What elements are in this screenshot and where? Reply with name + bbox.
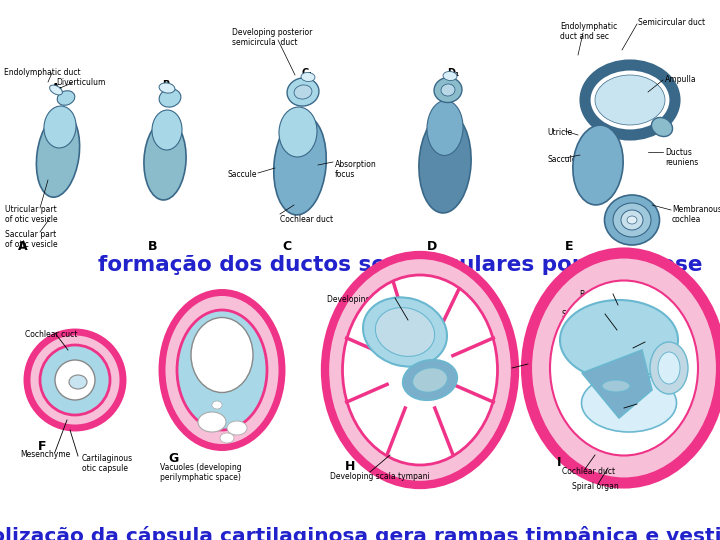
Ellipse shape <box>605 195 660 245</box>
Text: Developing scala tympani: Developing scala tympani <box>330 472 430 481</box>
Ellipse shape <box>658 352 680 384</box>
Ellipse shape <box>198 412 226 432</box>
Ellipse shape <box>177 310 267 430</box>
Text: D: D <box>427 240 437 253</box>
Text: C: C <box>282 240 291 253</box>
Circle shape <box>55 360 95 400</box>
Text: Cartilaginous
otic capsule: Cartilaginous otic capsule <box>82 454 133 474</box>
Text: A₁: A₁ <box>52 83 64 93</box>
Text: Scala
vestibuli: Scala vestibuli <box>648 338 680 357</box>
Text: Vacuoles (developing
perilymphatic space): Vacuoles (developing perilymphatic space… <box>160 463 242 482</box>
Ellipse shape <box>162 293 282 448</box>
Ellipse shape <box>343 275 498 465</box>
Polygon shape <box>582 350 652 418</box>
Ellipse shape <box>152 110 182 150</box>
Text: Semicircular duct: Semicircular duct <box>638 18 705 27</box>
Ellipse shape <box>37 113 80 197</box>
Ellipse shape <box>57 91 75 105</box>
Ellipse shape <box>650 342 688 394</box>
Circle shape <box>40 345 110 415</box>
Text: B₁: B₁ <box>162 80 174 90</box>
Text: Mesenchyme: Mesenchyme <box>20 450 71 459</box>
Ellipse shape <box>363 298 447 367</box>
Ellipse shape <box>613 203 651 237</box>
Ellipse shape <box>227 421 247 435</box>
Ellipse shape <box>287 78 319 106</box>
Text: Utricular part
of otic vesicle: Utricular part of otic vesicle <box>5 205 58 225</box>
Ellipse shape <box>443 71 457 80</box>
Text: Endolymphatic
duct and sec: Endolymphatic duct and sec <box>560 22 617 42</box>
Text: Absorption
focus: Absorption focus <box>335 160 377 179</box>
Ellipse shape <box>159 89 181 107</box>
Ellipse shape <box>602 380 630 392</box>
Text: Endolymphatic duct: Endolymphatic duct <box>4 68 81 77</box>
Ellipse shape <box>621 210 643 230</box>
Ellipse shape <box>573 125 623 205</box>
Ellipse shape <box>402 360 457 400</box>
Text: Saccule: Saccule <box>228 170 258 179</box>
Text: A: A <box>18 240 27 253</box>
Ellipse shape <box>526 253 720 483</box>
Ellipse shape <box>44 106 76 148</box>
Text: D₁: D₁ <box>447 68 459 78</box>
Ellipse shape <box>441 84 455 96</box>
Ellipse shape <box>274 115 326 215</box>
Text: G: G <box>168 452 179 465</box>
Text: Developing posterior
semicircula  duct: Developing posterior semicircula duct <box>232 28 312 48</box>
Text: Spiral
ligament: Spiral ligament <box>530 360 564 380</box>
Ellipse shape <box>550 280 698 456</box>
Ellipse shape <box>325 255 515 485</box>
Text: formação dos ductos semicirculares por apoptose: formação dos ductos semicirculares por a… <box>98 255 702 275</box>
Ellipse shape <box>191 318 253 393</box>
Text: B: B <box>148 240 158 253</box>
Text: Ductus
reuniens: Ductus reuniens <box>665 148 698 167</box>
Text: Cochlear duct: Cochlear duct <box>280 215 333 224</box>
Ellipse shape <box>595 75 665 125</box>
Ellipse shape <box>50 85 63 95</box>
Ellipse shape <box>279 107 317 157</box>
Ellipse shape <box>434 77 462 103</box>
Ellipse shape <box>413 368 447 392</box>
Ellipse shape <box>301 72 315 82</box>
Ellipse shape <box>144 120 186 200</box>
Ellipse shape <box>582 374 677 432</box>
Ellipse shape <box>69 375 87 389</box>
Text: H: H <box>345 460 356 473</box>
Text: Scala
tympani: Scala tympani <box>640 400 672 420</box>
Ellipse shape <box>212 401 222 409</box>
Ellipse shape <box>427 100 463 156</box>
Ellipse shape <box>627 216 637 224</box>
Text: Diverticulum: Diverticulum <box>56 78 105 87</box>
Ellipse shape <box>560 300 678 380</box>
Circle shape <box>27 332 123 428</box>
Text: C₁: C₁ <box>302 68 313 78</box>
Text: Bony labyrinth: Bony labyrinth <box>580 290 636 299</box>
Text: Saccule: Saccule <box>547 155 577 164</box>
Text: Spiral organ: Spiral organ <box>572 482 618 491</box>
Text: Saccular part
of otic vesicle: Saccular part of otic vesicle <box>5 230 58 249</box>
Text: Spiral ganglion: Spiral ganglion <box>562 310 620 319</box>
Ellipse shape <box>220 433 234 443</box>
Text: F: F <box>38 440 47 453</box>
Ellipse shape <box>375 308 435 356</box>
Text: Cochlear cuct: Cochlear cuct <box>25 330 77 339</box>
Text: Developing scala vestibuli: Developing scala vestibuli <box>327 295 428 304</box>
Ellipse shape <box>294 85 312 99</box>
Text: Utricle: Utricle <box>547 128 572 137</box>
Text: Membranous
cochlea: Membranous cochlea <box>672 205 720 225</box>
Text: E: E <box>565 240 574 253</box>
Text: Cochlear duct: Cochlear duct <box>562 467 615 476</box>
Ellipse shape <box>652 118 672 137</box>
Text: vacuolização da cápsula cartilaginosa gera rampas timpânica e vestibular: vacuolização da cápsula cartilaginosa ge… <box>0 526 720 540</box>
Text: I: I <box>557 456 562 469</box>
Ellipse shape <box>159 83 175 93</box>
Ellipse shape <box>419 113 471 213</box>
Text: Ampulla: Ampulla <box>665 75 697 84</box>
